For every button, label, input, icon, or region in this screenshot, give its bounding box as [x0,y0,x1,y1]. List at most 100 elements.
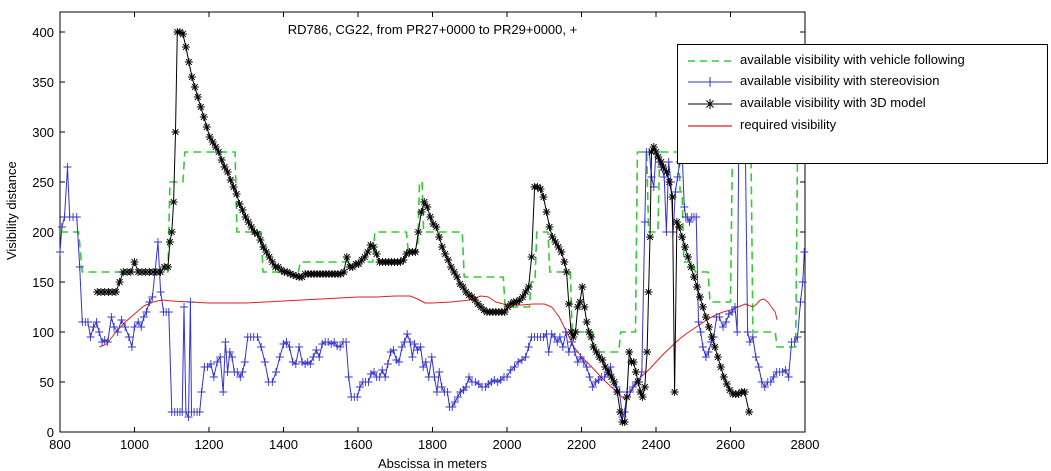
data-point-plus [427,353,436,361]
x-tick-label: 2600 [716,437,745,452]
data-point-plus [766,378,775,386]
data-point-star [701,313,710,321]
tick-labels: 800 1000 1200 1400 1600 1800 2000 2200 2400 2600 2… [32,25,819,452]
data-point-star [595,353,604,361]
data-point-plus [63,163,72,171]
series-line-available-visibility-with-vehicle-following [60,151,805,353]
data-point-plus [370,368,379,376]
data-point-plus [56,248,64,256]
data-point-plus [558,343,567,351]
data-point-plus [127,343,136,351]
data-point-star [607,373,616,381]
data-point-plus [510,363,519,371]
data-point-star [506,300,515,308]
data-point-plus [206,360,215,368]
data-point-plus [272,368,281,376]
data-point-star [238,206,247,214]
data-point-plus [153,238,162,246]
data-point-plus [582,363,591,371]
data-point-plus [443,388,452,396]
data-point-plus [240,358,249,366]
data-point-plus [465,373,474,381]
data-point-plus [121,323,130,331]
data-point-plus [95,328,104,336]
data-point-plus [92,318,101,326]
x-tick-label: 1800 [418,437,447,452]
data-point-star [678,233,687,241]
data-point-plus [727,308,736,316]
data-point-star [625,348,634,356]
data-point-star [184,58,193,66]
data-point-plus [107,313,116,321]
data-point-plus [110,323,119,331]
data-point-star [164,263,173,271]
data-point-star [503,303,512,311]
data-point-plus [295,343,304,351]
data-point-star [533,183,542,191]
data-point-star [578,283,587,291]
series-line-required-visibility [98,295,778,400]
data-point-plus [448,403,457,411]
data-point-plus [312,346,321,354]
data-point-star [417,208,426,216]
data-point-plus [142,308,151,316]
data-point-star [587,333,596,341]
data-point-star [707,333,716,341]
data-point-plus [579,358,588,366]
data-point-plus [257,343,266,351]
data-point-star [634,378,643,386]
data-point-plus [216,353,225,361]
data-point-plus [694,318,703,326]
data-point-star [616,408,625,416]
data-point-plus [793,333,802,341]
data-point-star [659,163,668,171]
data-point-star [467,293,476,301]
data-point-star [411,248,420,256]
data-point-plus [381,373,390,381]
data-point-plus [253,333,262,341]
data-point-star [366,241,375,249]
x-tick-label: 1000 [120,437,149,452]
data-point-star [573,303,582,311]
legend-sample-black-star [688,99,732,109]
data-point-star [719,373,728,381]
data-point-plus [103,338,112,346]
data-point-plus [553,338,562,346]
data-point-star [372,250,381,258]
data-point-star [208,138,217,146]
data-point-plus [662,228,671,236]
data-point-plus [748,333,757,341]
data-point-plus [722,318,731,326]
data-point-star [665,178,674,186]
data-point-plus [692,213,701,221]
data-point-star [447,263,456,271]
data-point-star [584,328,593,336]
data-point-plus [704,348,713,356]
data-point-plus [285,343,294,351]
data-point-star [187,73,196,81]
data-point-plus [671,188,680,196]
data-point-plus [75,263,84,271]
data-point-star [156,268,165,276]
data-point-star [668,193,677,201]
data-point-plus [236,373,245,381]
data-point-star [235,200,244,208]
data-point-star [745,408,754,416]
data-point-plus [698,343,707,351]
x-tick-label: 1600 [344,437,373,452]
data-point-plus [800,248,809,256]
data-point-star [465,291,474,299]
data-point-star [687,263,696,271]
y-tick-label: 150 [32,275,54,290]
data-point-star [420,198,429,206]
data-point-plus [733,328,742,336]
data-point-star [111,288,120,296]
data-point-star [638,393,647,401]
data-point-plus [798,278,807,286]
legend: available visibility with vehicle follow… [677,44,1048,164]
data-point-star [562,268,571,276]
data-point-star [444,256,453,264]
data-point-plus [186,298,195,306]
data-point-plus [130,323,139,331]
